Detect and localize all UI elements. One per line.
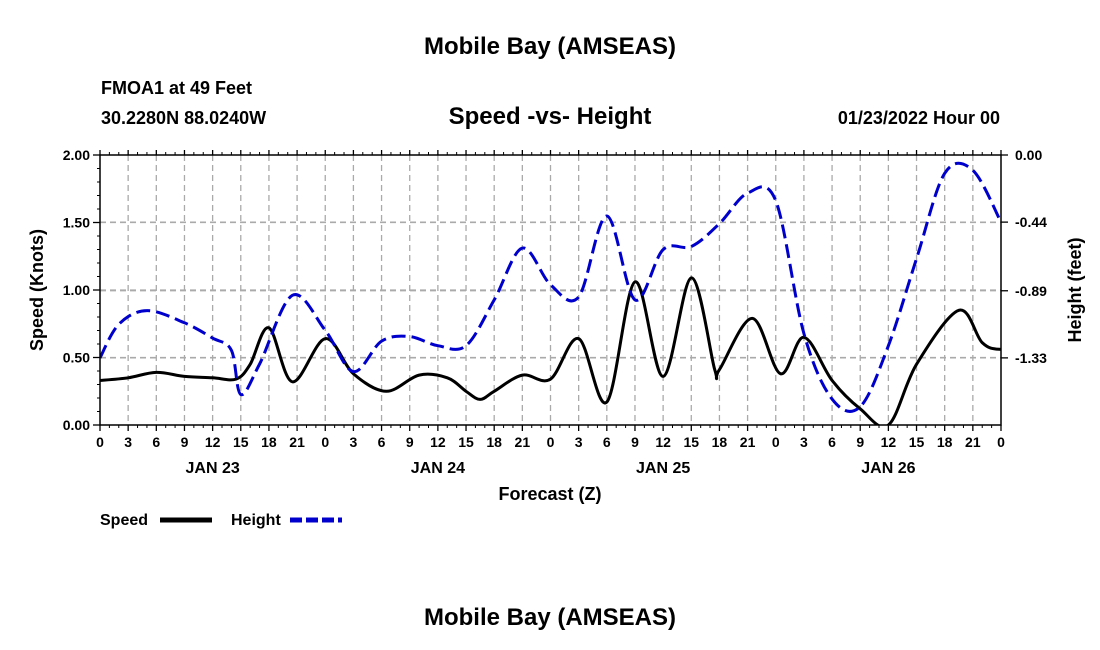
x-tick-label: 6 <box>378 434 386 450</box>
y-axis-label: Speed (Knots) <box>27 229 47 351</box>
x-tick-label: 15 <box>909 434 925 450</box>
date-label: JAN 25 <box>636 460 690 477</box>
x-tick-label: 3 <box>800 434 808 450</box>
series-line-height <box>100 161 1001 413</box>
x-tick-label: 18 <box>486 434 502 450</box>
y2-axis-label: Height (feet) <box>1065 238 1085 343</box>
x-tick-label: 21 <box>965 434 981 450</box>
x-tick-label: 18 <box>937 434 953 450</box>
series-lines <box>100 161 1001 425</box>
x-tick-label: 6 <box>152 434 160 450</box>
y2-tick-label: -0.89 <box>1015 283 1047 299</box>
date-label: JAN 23 <box>186 460 240 477</box>
x-tick-label: 0 <box>772 434 780 450</box>
x-tick-label: 12 <box>430 434 446 450</box>
legend-speed-label: Speed <box>100 512 148 529</box>
y-tick-label: 0.00 <box>63 417 90 433</box>
x-tick-label: 21 <box>740 434 756 450</box>
x-tick-label: 0 <box>547 434 555 450</box>
x-tick-label: 6 <box>828 434 836 450</box>
y-tick-label: 1.00 <box>63 282 90 298</box>
x-tick-label: 0 <box>321 434 329 450</box>
x-tick-label: 6 <box>603 434 611 450</box>
y-tick-label: 1.50 <box>63 215 90 231</box>
x-tick-label: 12 <box>205 434 221 450</box>
x-tick-label: 3 <box>124 434 132 450</box>
legend: Speed Height <box>100 512 342 529</box>
x-tick-label: 18 <box>712 434 728 450</box>
date-label: JAN 26 <box>861 460 915 477</box>
x-tick-label: 12 <box>655 434 671 450</box>
y-tick-label: 0.50 <box>63 350 90 366</box>
y-tick-label: 2.00 <box>63 147 90 163</box>
coordinates-label: 30.2280N 88.0240W <box>101 108 266 128</box>
legend-height-label: Height <box>231 512 281 529</box>
x-tick-label: 3 <box>575 434 583 450</box>
chart-subtitle: Speed -vs- Height <box>449 103 652 130</box>
station-label: FMOA1 at 49 Feet <box>101 78 252 98</box>
axes: 0 3 6 9 12 15 18 21 0 3 6 9 12 15 18 21 0 3 6 9 12 15 18 21 0 3 6 9… <box>63 147 1047 477</box>
y2-tick-label: 0.00 <box>1015 147 1042 163</box>
chart-main-title: Mobile Bay (AMSEAS) <box>424 33 676 60</box>
x-axis-label: Forecast (Z) <box>498 484 601 504</box>
y2-tick-label: -0.44 <box>1015 214 1047 230</box>
x-tick-label: 3 <box>350 434 358 450</box>
date-label: JAN 24 <box>411 460 465 477</box>
x-tick-label: 9 <box>181 434 189 450</box>
x-tick-label: 12 <box>881 434 897 450</box>
x-tick-label: 9 <box>406 434 414 450</box>
x-tick-label: 21 <box>515 434 531 450</box>
x-tick-label: 18 <box>261 434 277 450</box>
footer-title: Mobile Bay (AMSEAS) <box>424 604 676 631</box>
x-tick-label: 15 <box>458 434 474 450</box>
x-tick-label: 9 <box>631 434 639 450</box>
x-tick-label: 21 <box>289 434 305 450</box>
x-tick-label: 15 <box>233 434 249 450</box>
x-tick-label: 15 <box>683 434 699 450</box>
grid-lines <box>100 155 1001 425</box>
x-tick-label: 0 <box>96 434 104 450</box>
x-tick-label: 9 <box>856 434 864 450</box>
forecast-date-label: 01/23/2022 Hour 00 <box>838 108 1000 128</box>
x-tick-label: 0 <box>997 434 1005 450</box>
series-line-speed <box>100 276 1001 425</box>
y2-tick-label: -1.33 <box>1015 350 1047 366</box>
